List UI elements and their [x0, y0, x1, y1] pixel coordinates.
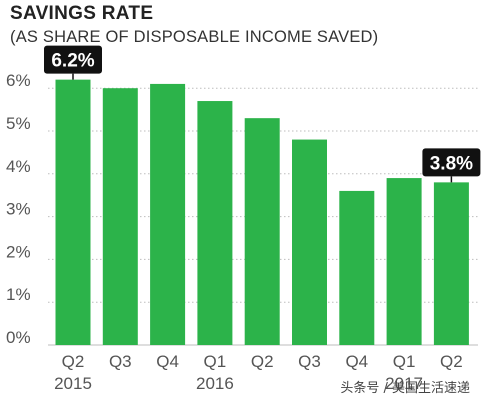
bar-8	[433, 182, 469, 345]
bar-6	[339, 190, 375, 345]
x-tick-label: Q2	[251, 352, 274, 371]
data-label: 3.8%	[430, 153, 473, 174]
y-tick-label: 6%	[6, 71, 31, 90]
watermark: 头条号 / 美国生活速递	[340, 381, 470, 396]
data-label: 6.2%	[51, 51, 94, 72]
x-year-label: 2016	[196, 374, 234, 393]
x-tick-label: Q2	[62, 352, 85, 371]
bars	[55, 79, 469, 346]
bar-5	[292, 139, 327, 345]
chart-title: SAVINGS RATE	[10, 3, 154, 24]
x-year-label: 2017	[385, 374, 423, 393]
x-tick-label: Q3	[298, 352, 321, 371]
y-tick-label: 2%	[6, 242, 31, 261]
x-tick-label: Q1	[204, 352, 227, 371]
x-tick-label: Q1	[393, 352, 416, 371]
y-tick-label: 3%	[6, 200, 31, 219]
annotations: 6.2% 3.8%	[44, 45, 481, 183]
y-tick-label: 4%	[6, 157, 31, 176]
x-tick-label: Q4	[156, 352, 179, 371]
y-tick-label: 1%	[6, 285, 31, 304]
bar-4	[244, 118, 280, 345]
data-label-box	[44, 45, 102, 74]
bar-0	[55, 79, 91, 345]
data-label-box	[422, 148, 481, 177]
x-year-label: 2015	[54, 374, 92, 393]
x-tick-label: Q2	[440, 352, 463, 371]
bar-2	[150, 83, 186, 346]
y-tick-label: 5%	[6, 114, 31, 133]
bar-1	[102, 88, 138, 345]
tick-labels: 0% 1% 2% 3% 4% 5% 6% Q2 2015 Q3 Q4 Q1 2016 Q2 Q3 Q4 Q1 20…	[6, 71, 463, 393]
x-tick-label: Q3	[109, 352, 132, 371]
bar-7	[386, 178, 422, 345]
chart-subtitle: (AS SHARE OF DISPOSABLE INCOME SAVED)	[10, 28, 379, 46]
bar-3	[197, 101, 233, 345]
x-tick-label: Q4	[345, 352, 368, 371]
y-tick-label: 0%	[6, 328, 31, 347]
